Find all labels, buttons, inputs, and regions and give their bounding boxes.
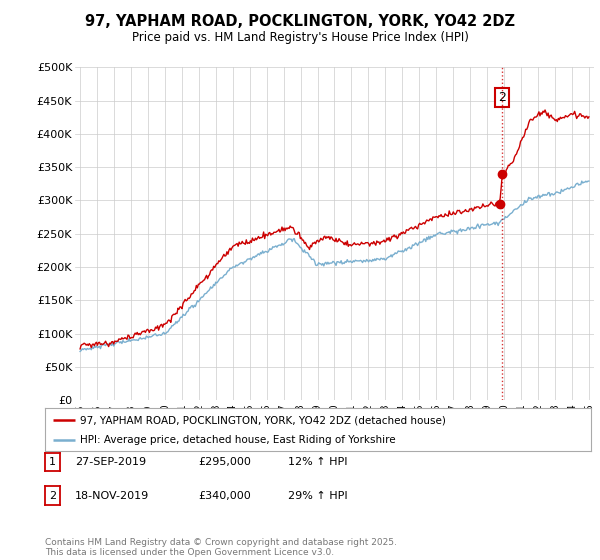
Text: 97, YAPHAM ROAD, POCKLINGTON, YORK, YO42 2DZ (detached house): 97, YAPHAM ROAD, POCKLINGTON, YORK, YO42…	[80, 415, 446, 425]
Text: 97, YAPHAM ROAD, POCKLINGTON, YORK, YO42 2DZ: 97, YAPHAM ROAD, POCKLINGTON, YORK, YO42…	[85, 14, 515, 29]
Text: £340,000: £340,000	[198, 491, 251, 501]
Text: 2: 2	[49, 491, 56, 501]
Text: 1: 1	[49, 457, 56, 467]
Text: 12% ↑ HPI: 12% ↑ HPI	[288, 457, 347, 467]
Text: 2: 2	[499, 91, 506, 104]
Text: £295,000: £295,000	[198, 457, 251, 467]
Text: 18-NOV-2019: 18-NOV-2019	[75, 491, 149, 501]
Text: 29% ↑ HPI: 29% ↑ HPI	[288, 491, 347, 501]
Text: 27-SEP-2019: 27-SEP-2019	[75, 457, 146, 467]
Text: Price paid vs. HM Land Registry's House Price Index (HPI): Price paid vs. HM Land Registry's House …	[131, 31, 469, 44]
Text: Contains HM Land Registry data © Crown copyright and database right 2025.
This d: Contains HM Land Registry data © Crown c…	[45, 538, 397, 557]
Text: HPI: Average price, detached house, East Riding of Yorkshire: HPI: Average price, detached house, East…	[80, 435, 396, 445]
